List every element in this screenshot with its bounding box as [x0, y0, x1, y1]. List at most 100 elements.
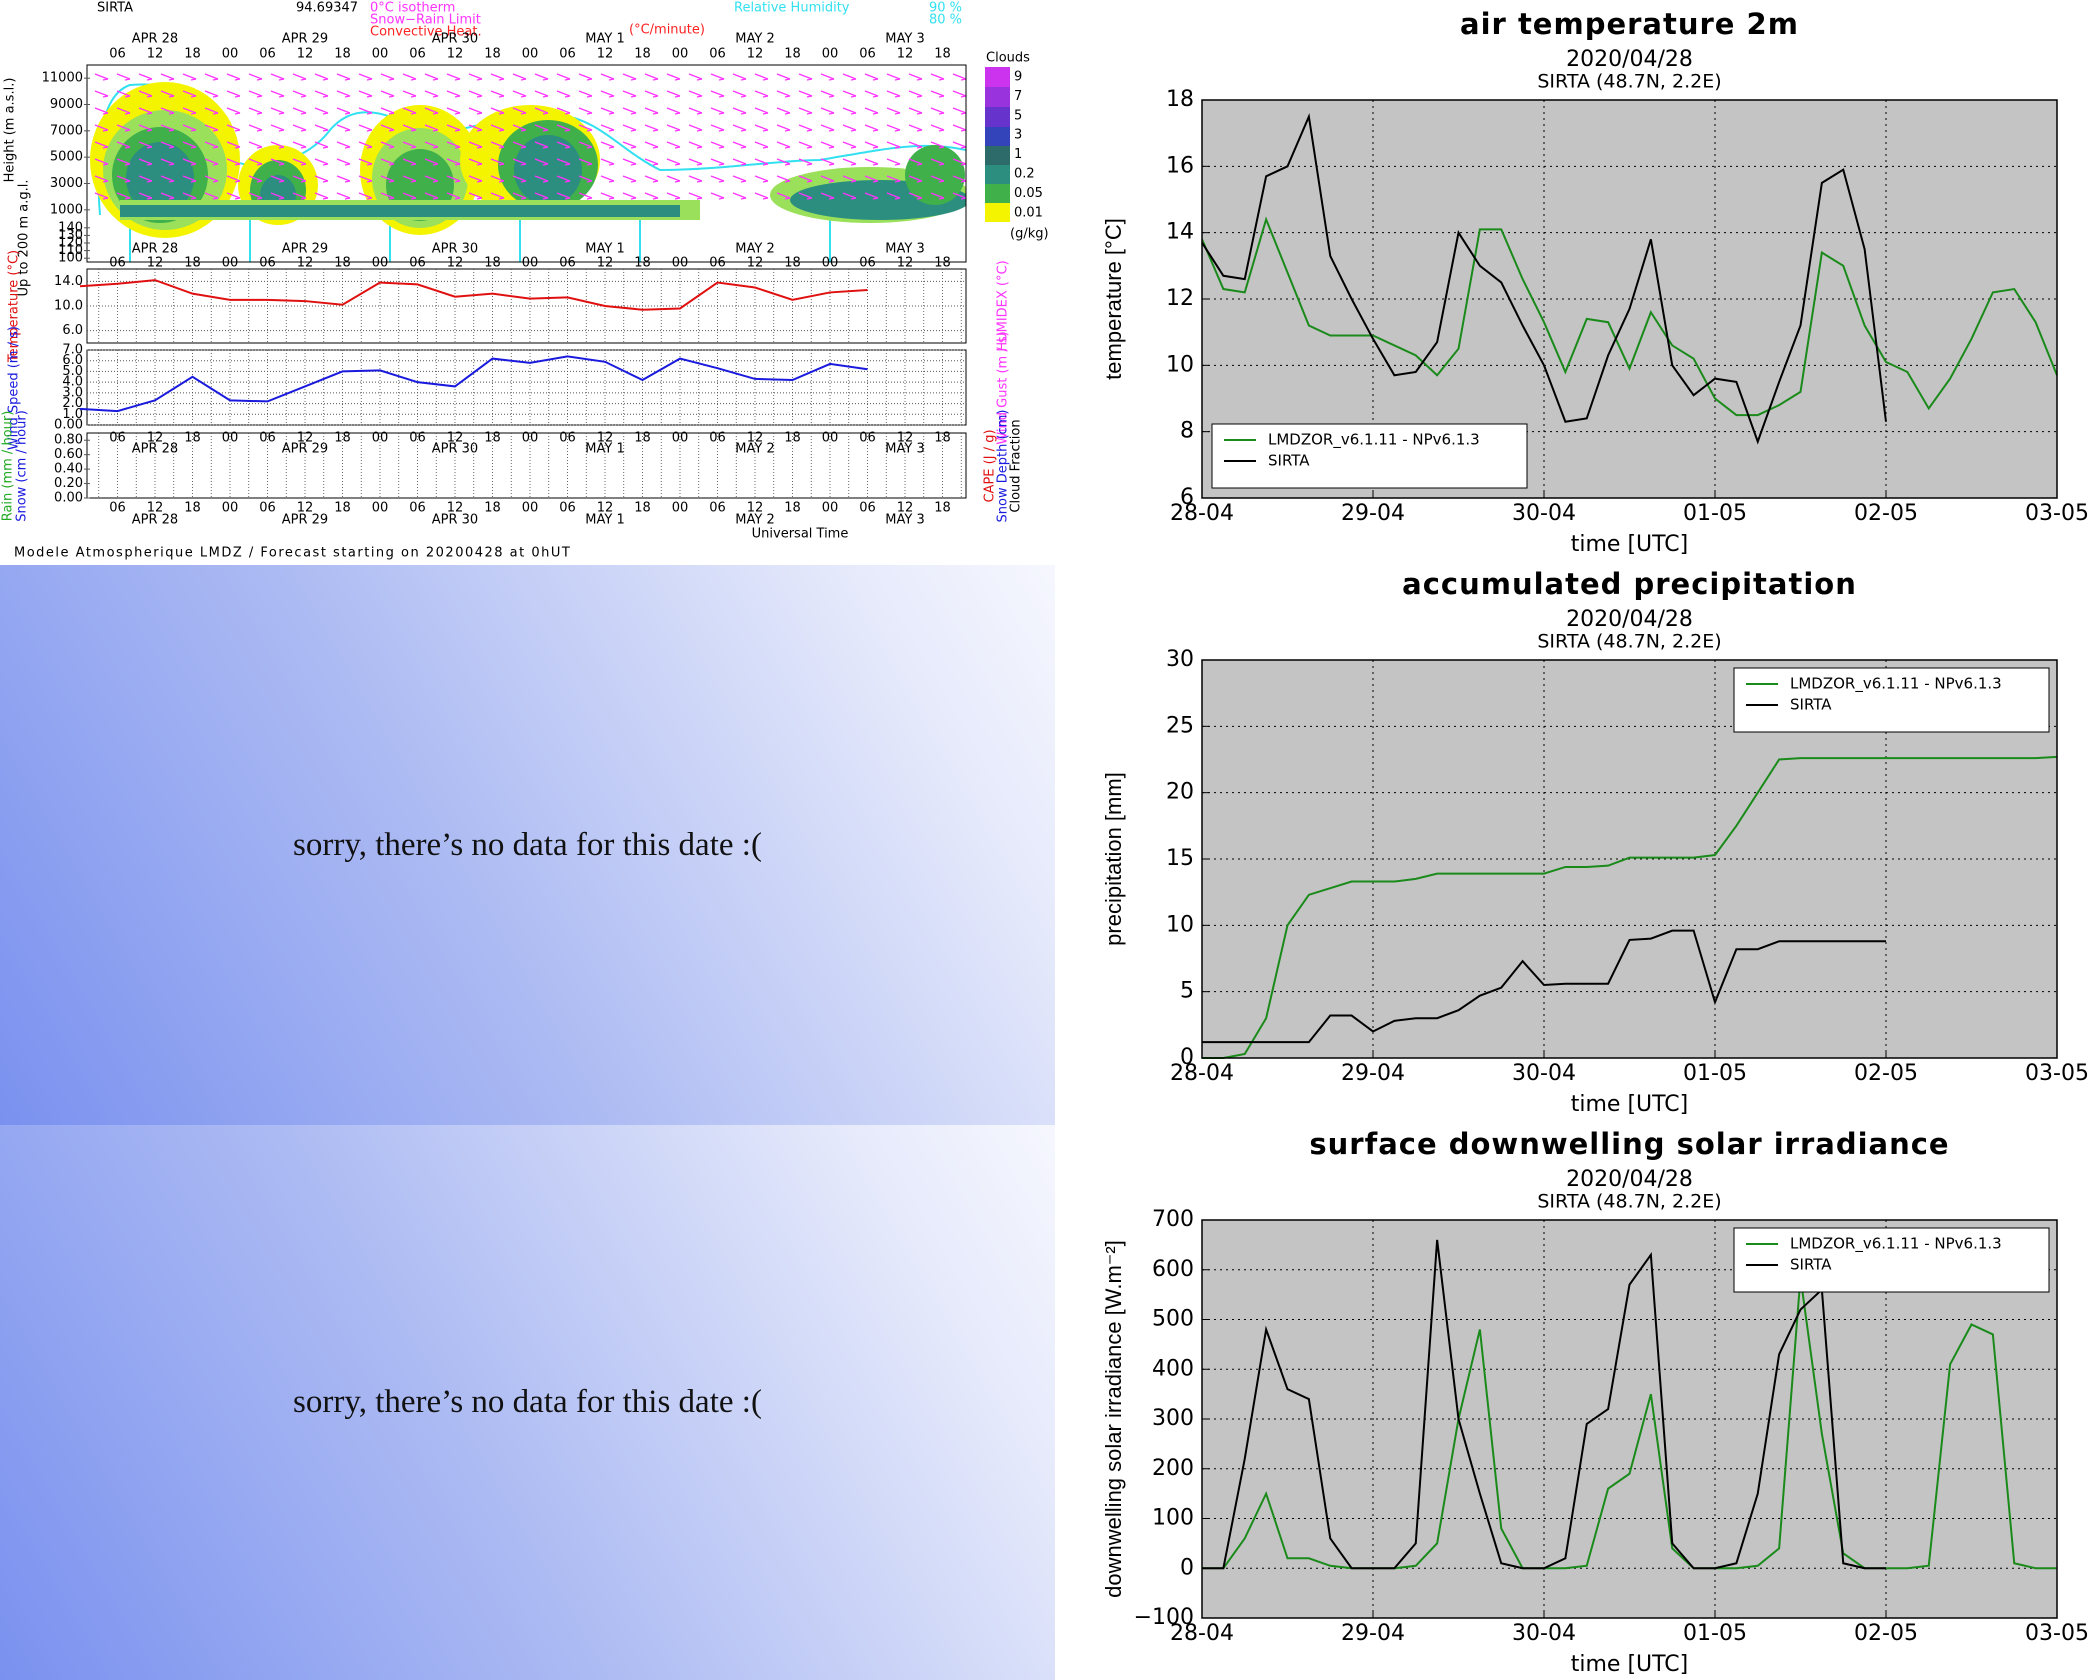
- y-tick-label: 2.0: [62, 396, 83, 411]
- hour-label: 00: [822, 256, 839, 271]
- chart-subtitle: 2020/04/28: [1566, 47, 1693, 72]
- wind-arrow-head: [234, 129, 241, 132]
- wind-arrow: [534, 124, 549, 131]
- wind-arrow-head: [278, 95, 285, 98]
- wind-arrow-head: [630, 163, 637, 166]
- wind-arrow: [578, 158, 593, 165]
- y-tick-label: 6.0: [62, 353, 83, 368]
- wind-arrow: [182, 158, 197, 165]
- wind-arrow-head: [630, 129, 637, 132]
- wind-arrow: [446, 107, 461, 114]
- wind-arrow-head: [696, 129, 703, 132]
- wind-arrow: [886, 107, 901, 114]
- wind-arrow-head: [432, 112, 439, 115]
- wind-arrow: [842, 192, 857, 199]
- wind-arrow: [820, 192, 835, 199]
- wind-arrow: [776, 175, 791, 182]
- wind-arrow: [292, 124, 307, 131]
- wind-arrow-head: [146, 95, 153, 98]
- wind-arrow-head: [300, 197, 307, 200]
- y-tick-label: 140: [58, 220, 83, 235]
- wind-arrow-head: [652, 112, 659, 115]
- wind-arrow-head: [652, 129, 659, 132]
- wind-arrow: [358, 175, 373, 182]
- wind-arrow: [666, 124, 681, 131]
- wind-arrow: [402, 124, 417, 131]
- hour-label: 18: [184, 501, 201, 516]
- wind-arrow-head: [432, 78, 439, 81]
- wind-arrow: [864, 90, 879, 97]
- wind-arrow: [600, 158, 615, 165]
- wind-arrow-head: [740, 129, 747, 132]
- cloud-panel-frame: [86, 64, 967, 263]
- y-tick-label: 3000: [50, 176, 83, 191]
- wind-arrow: [248, 192, 263, 199]
- wind-arrow-head: [146, 112, 153, 115]
- hour-label: 00: [222, 47, 239, 62]
- wind-arrow-head: [498, 95, 505, 98]
- side-label: Up to 200 m a.g.l.: [17, 179, 32, 296]
- wind-arrow: [820, 141, 835, 148]
- wind-arrow-head: [784, 95, 791, 98]
- wind-arrow-head: [674, 180, 681, 183]
- wind-arrow: [886, 90, 901, 97]
- wind-arrow: [248, 158, 263, 165]
- hour-label: 18: [334, 256, 351, 271]
- hour-label: 06: [559, 431, 576, 446]
- hour-label: 18: [334, 47, 351, 62]
- wind-arrow-head: [520, 78, 527, 81]
- wind-arrow-head: [762, 78, 769, 81]
- wind-arrow: [776, 192, 791, 199]
- wind-arrow: [336, 192, 351, 199]
- wind-arrow: [94, 175, 109, 182]
- wind-arrow: [116, 73, 131, 80]
- wind-arrow: [952, 107, 967, 114]
- wind-arrow: [952, 192, 967, 199]
- hour-label: 00: [672, 431, 689, 446]
- wind-arrow-head: [916, 197, 923, 200]
- day-label: APR 28: [132, 513, 178, 528]
- y-tick-label: −100: [1134, 1605, 1194, 1630]
- wind-arrow: [292, 73, 307, 80]
- wind-arrow-head: [608, 163, 615, 166]
- y-tick-label: 130: [58, 228, 83, 243]
- hour-label: 06: [559, 501, 576, 516]
- wind-arrow: [688, 90, 703, 97]
- wind-arrow: [864, 141, 879, 148]
- wind-arrow: [314, 124, 329, 131]
- hour-label: 12: [747, 256, 764, 271]
- wind-arrow: [798, 158, 813, 165]
- wind-arrow: [490, 90, 505, 97]
- wind-arrow-head: [168, 146, 175, 149]
- wind-arrow-head: [102, 180, 109, 183]
- wind-arrow-head: [872, 197, 879, 200]
- wind-arrow-head: [388, 163, 395, 166]
- day-label: APR 30: [432, 513, 478, 528]
- y-tick-label: 4.0: [62, 375, 83, 390]
- wind-arrow: [556, 192, 571, 199]
- y-tick-label: 10.0: [54, 299, 83, 314]
- wind-arrow-head: [564, 112, 571, 115]
- wind-arrow: [754, 107, 769, 114]
- wind-arrow-head: [938, 78, 945, 81]
- series-line: [1202, 1239, 1886, 1570]
- wind-arrow: [644, 141, 659, 148]
- hour-label: 12: [897, 431, 914, 446]
- wind-arrow-head: [630, 95, 637, 98]
- wind-arrow-head: [542, 112, 549, 115]
- x-tick-label: 29-04: [1341, 1061, 1405, 1086]
- wind-arrow-head: [344, 163, 351, 166]
- wind-arrow: [138, 124, 153, 131]
- wind-arrow: [336, 73, 351, 80]
- x-tick-label: 03-05: [2025, 1061, 2089, 1086]
- wind-arrow: [534, 141, 549, 148]
- wind-arrow: [578, 73, 593, 80]
- legend-label: SIRTA: [1268, 452, 1310, 470]
- wind-arrow: [182, 73, 197, 80]
- line-chart: surface downwelling solar irradiance 2020…: [1101, 1127, 2089, 1677]
- wind-arrow-head: [542, 129, 549, 132]
- wind-arrow: [732, 141, 747, 148]
- y-tick-label: 0.20: [54, 476, 83, 491]
- wind-arrow: [622, 141, 637, 148]
- wind-arrow-head: [476, 180, 483, 183]
